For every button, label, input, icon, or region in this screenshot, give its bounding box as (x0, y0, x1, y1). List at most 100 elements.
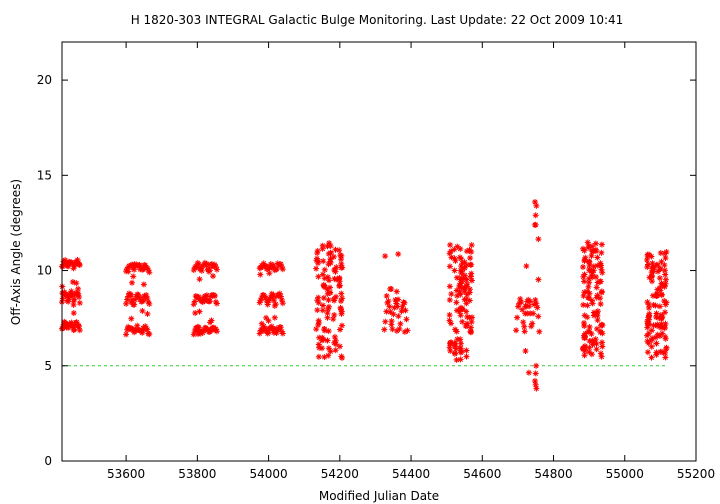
data-point (146, 331, 153, 338)
data-point-stroke (526, 303, 532, 309)
data-point (594, 254, 601, 261)
data-point-stroke (533, 203, 539, 209)
data-point-stroke (139, 330, 145, 336)
data-point-stroke (146, 331, 152, 337)
data-point-stroke (75, 257, 80, 263)
data-point (586, 344, 593, 351)
data-point-stroke (259, 321, 265, 327)
data-point-stroke (403, 307, 408, 313)
data-point (65, 298, 72, 305)
data-point-stroke (448, 254, 454, 260)
data-point (581, 278, 588, 285)
data-point (393, 288, 400, 295)
data-point-stroke (326, 277, 332, 283)
data-point (524, 310, 531, 317)
data-point-stroke (521, 324, 527, 330)
data-points (59, 199, 670, 392)
data-point (451, 343, 458, 350)
data-point-stroke (314, 307, 320, 313)
data-point (315, 299, 322, 306)
data-point-stroke (333, 294, 339, 300)
data-point-stroke (599, 354, 605, 360)
data-point (332, 246, 339, 253)
data-point-stroke (315, 295, 321, 301)
data-point-stroke (278, 294, 284, 299)
data-point (658, 291, 665, 298)
data-point (136, 261, 143, 268)
data-point (532, 212, 539, 219)
data-point (662, 309, 668, 316)
data-point (325, 297, 332, 303)
data-point (213, 300, 220, 307)
data-point-stroke (277, 291, 283, 297)
data-point-stroke (650, 264, 656, 270)
data-point (522, 303, 529, 310)
data-point (457, 254, 463, 261)
data-point (324, 314, 331, 321)
data-point (451, 246, 458, 253)
data-point (70, 310, 77, 317)
data-point (319, 307, 326, 314)
data-point (527, 298, 534, 305)
data-point-stroke (593, 274, 599, 280)
data-point-stroke (527, 298, 533, 304)
data-point-stroke (62, 257, 68, 263)
data-point-stroke (649, 355, 654, 361)
data-point-stroke (448, 320, 454, 326)
data-point-stroke (659, 321, 665, 327)
data-point (466, 246, 473, 253)
data-point (456, 308, 463, 315)
data-point (653, 349, 660, 356)
data-point (327, 256, 334, 262)
data-point-stroke (582, 335, 588, 341)
data-point (529, 320, 536, 327)
data-point-stroke (584, 302, 590, 308)
data-point (338, 308, 345, 315)
data-point-stroke (523, 303, 528, 309)
data-point-stroke (279, 264, 285, 270)
data-point (314, 250, 321, 256)
data-point-stroke (146, 269, 152, 275)
data-point-stroke (278, 261, 284, 267)
data-point (315, 322, 322, 328)
data-point-stroke (533, 370, 539, 376)
data-point (67, 259, 74, 266)
data-point-stroke (582, 352, 587, 358)
data-point (386, 303, 393, 310)
data-point (467, 261, 474, 268)
data-point-stroke (533, 222, 539, 228)
data-point (580, 292, 587, 299)
data-point-stroke (653, 303, 659, 309)
data-point-stroke (535, 277, 541, 283)
data-point (644, 256, 650, 263)
data-point-stroke (526, 370, 532, 376)
data-point (71, 296, 78, 303)
data-point-stroke (459, 285, 465, 291)
data-point-stroke (397, 321, 403, 327)
data-point-stroke (646, 302, 652, 308)
data-point (468, 270, 475, 277)
data-point-stroke (280, 331, 286, 336)
x-tick-label: 55000 (606, 467, 644, 481)
data-point-stroke (447, 283, 453, 289)
data-point-stroke (467, 247, 472, 253)
data-point (457, 356, 464, 363)
data-point (644, 253, 651, 259)
data-point-stroke (325, 274, 331, 280)
data-point (592, 336, 599, 343)
data-point-stroke (529, 320, 535, 326)
data-point (326, 240, 333, 247)
data-point-stroke (213, 326, 219, 332)
data-point-stroke (454, 336, 460, 342)
data-point-stroke (536, 329, 542, 335)
y-tick-label: 0 (44, 454, 52, 468)
data-point (581, 352, 588, 359)
data-point-stroke (647, 274, 652, 280)
data-point (128, 315, 135, 322)
data-point-stroke (649, 260, 655, 266)
data-point-stroke (327, 285, 333, 291)
data-point-stroke (467, 255, 473, 261)
data-point (144, 310, 151, 317)
data-point-stroke (587, 262, 592, 268)
data-point-stroke (463, 309, 469, 315)
